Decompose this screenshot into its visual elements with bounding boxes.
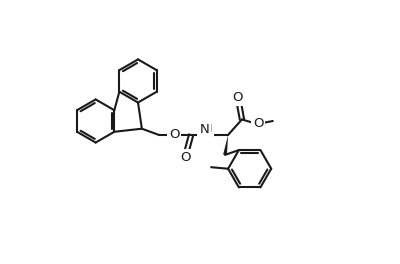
Text: O: O [169, 128, 180, 141]
Text: O: O [180, 152, 191, 164]
Text: O: O [232, 91, 242, 104]
Polygon shape [223, 135, 228, 155]
Text: H: H [204, 124, 212, 134]
Text: N: N [199, 123, 209, 136]
Text: O: O [253, 117, 263, 130]
